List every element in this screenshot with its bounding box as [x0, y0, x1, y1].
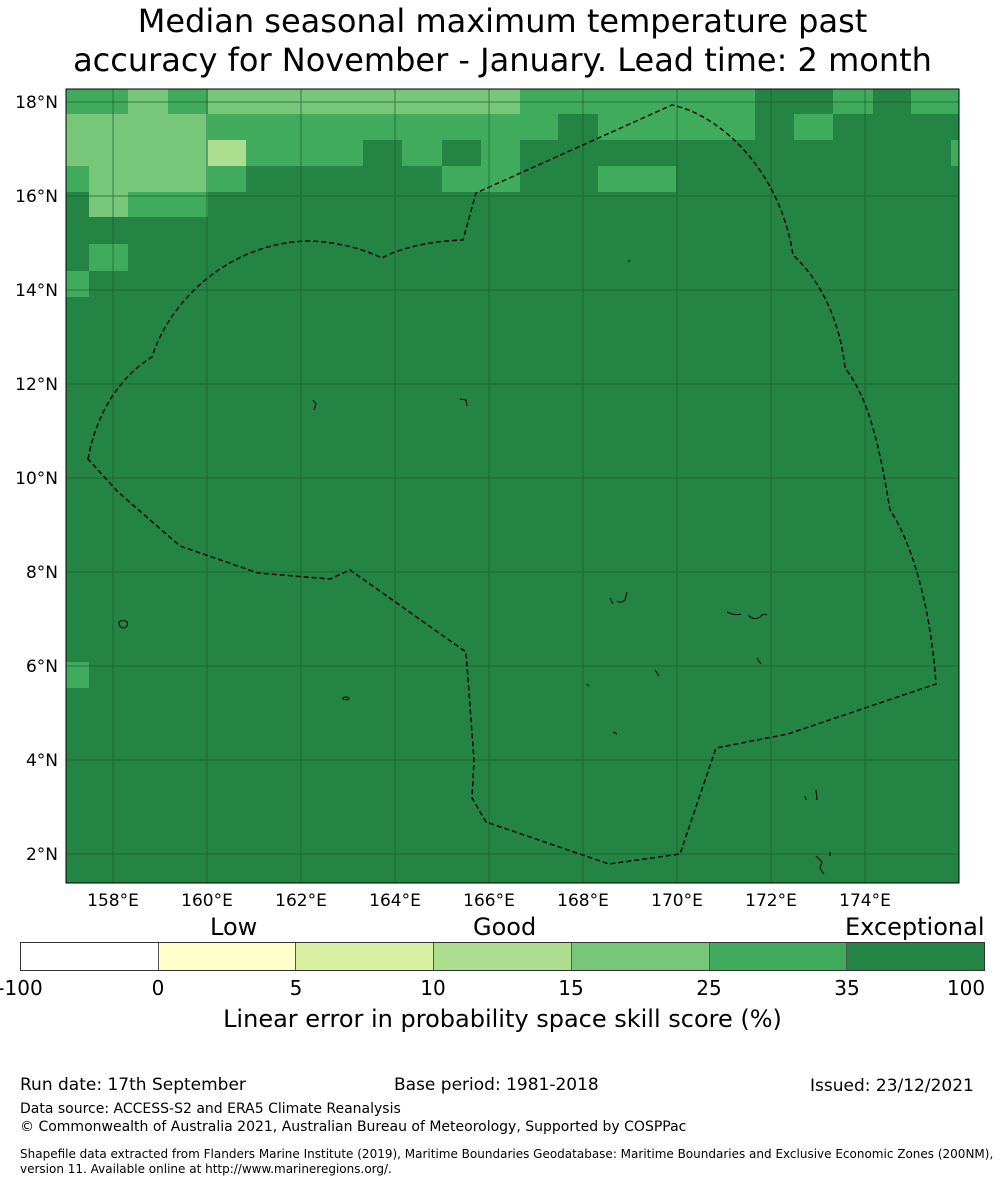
lon-tick: 164°E [369, 891, 421, 911]
lon-tick: 172°E [745, 891, 797, 911]
colorbar-tick: 0 [151, 976, 165, 1000]
eez-boundary [87, 104, 937, 865]
lat-tick: 12°N [15, 375, 58, 395]
lat-tick: 18°N [15, 93, 58, 113]
colorbar-tick: 5 [289, 976, 303, 1000]
colorbar-segment [709, 943, 848, 970]
base-period: Base period: 1981-2018 [394, 1075, 599, 1095]
lon-tick: 158°E [87, 891, 139, 911]
colorbar [20, 942, 985, 971]
lon-tick: 166°E [463, 891, 515, 911]
lon-tick: 162°E [275, 891, 327, 911]
copyright: © Commonwealth of Australia 2021, Austra… [20, 1119, 687, 1135]
lon-tick: 160°E [181, 891, 233, 911]
lon-tick: 170°E [651, 891, 703, 911]
lat-tick-labels: 18°N 16°N 14°N 12°N 10°N 8°N 6°N 4°N 2°N [15, 93, 58, 865]
lat-tick: 8°N [26, 563, 58, 583]
colorbar-segment [571, 943, 710, 970]
title-line-1: Median seasonal maximum temperature past [137, 2, 868, 40]
colorbar-tick: 15 [558, 976, 584, 1000]
colorbar-tick: 100 [946, 976, 986, 1000]
colorbar-segment [296, 943, 435, 970]
run-date: Run date: 17th September [20, 1075, 246, 1095]
graticule [66, 89, 959, 883]
map-frame [65, 88, 960, 884]
colorbar-tick: 35 [834, 976, 860, 1000]
map-svg: 158°E 160°E 162°E 164°E 166°E 168°E 170°… [15, 88, 960, 911]
lon-tick: 168°E [557, 891, 609, 911]
data-source: Data source: ACCESS-S2 and ERA5 Climate … [20, 1101, 401, 1117]
lon-tick: 174°E [839, 891, 891, 911]
colorbar-tick: -100 [0, 976, 43, 1000]
lat-tick: 14°N [15, 281, 58, 301]
colorbar-category-good: Good [473, 913, 537, 941]
lon-tick-labels: 158°E 160°E 162°E 164°E 166°E 168°E 170°… [87, 891, 891, 911]
colorbar-label: Linear error in probability space skill … [223, 1005, 782, 1033]
skill-base-field [66, 89, 959, 883]
lat-tick: 10°N [15, 469, 58, 489]
map-panel: 158°E 160°E 162°E 164°E 166°E 168°E 170°… [0, 85, 1005, 915]
colorbar-segment [434, 943, 572, 970]
colorbar-segment [847, 943, 985, 970]
islands [118, 259, 831, 875]
map-title: Median seasonal maximum temperature past… [0, 2, 1005, 80]
colorbar-segment [21, 943, 159, 970]
colorbar-category-exceptional: Exceptional [845, 913, 985, 941]
lat-tick: 2°N [26, 845, 58, 865]
lat-tick: 4°N [26, 751, 58, 771]
colorbar-category-low: Low [210, 913, 258, 941]
lat-tick: 6°N [26, 657, 58, 677]
colorbar-tick: 10 [420, 976, 446, 1000]
colorbar-tick: 25 [696, 976, 722, 1000]
issued-date: Issued: 23/12/2021 [810, 1076, 974, 1096]
title-line-2: accuracy for November - January. Lead ti… [73, 41, 932, 79]
lat-tick: 16°N [15, 187, 58, 207]
shapefile-credit: Shapefile data extracted from Flanders M… [20, 1147, 994, 1176]
colorbar-segment [158, 943, 297, 970]
